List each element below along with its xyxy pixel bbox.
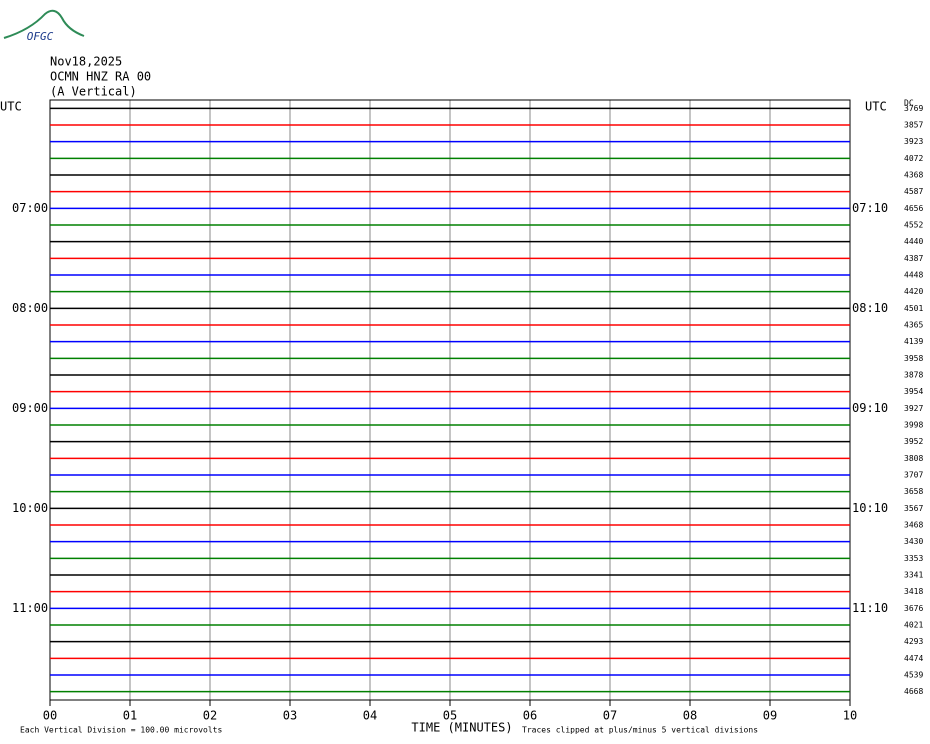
logo-text: OFGC (27, 30, 54, 43)
right-time-label: 09:10 (852, 401, 888, 415)
offset-label: 4440 (904, 237, 923, 246)
offset-label: 4656 (904, 204, 923, 213)
right-axis-title: UTC (865, 100, 887, 114)
left-time-label: 07:00 (12, 201, 48, 215)
offset-label: 3769 (904, 104, 923, 113)
offset-label: 3468 (904, 521, 923, 530)
offset-label: 3808 (904, 454, 923, 463)
x-tick-label: 07 (603, 709, 617, 723)
offset-label: 4368 (904, 171, 923, 180)
offset-label: 3676 (904, 604, 923, 613)
right-time-label: 07:10 (852, 201, 888, 215)
offset-label: 3341 (904, 571, 923, 580)
plot-frame (49, 99, 851, 701)
right-time-label: 08:10 (852, 301, 888, 315)
x-tick-label: 08 (683, 709, 697, 723)
offset-label: 3998 (904, 421, 923, 430)
title-line: Nov18,2025 (50, 55, 122, 69)
offset-label: 3418 (904, 587, 923, 596)
offset-label: 3878 (904, 371, 923, 380)
offset-label: 4552 (904, 221, 923, 230)
offset-label: 4448 (904, 271, 923, 280)
x-axis-title: TIME (MINUTES) (411, 721, 512, 735)
right-time-label: 11:10 (852, 601, 888, 615)
offset-label: 3658 (904, 487, 923, 496)
offset-label: 3707 (904, 471, 923, 480)
offset-label: 3857 (904, 121, 923, 130)
offset-label: 4501 (904, 304, 923, 313)
x-tick-label: 03 (283, 709, 297, 723)
offset-label: 3923 (904, 137, 923, 146)
left-time-label: 09:00 (12, 401, 48, 415)
offset-label: 3958 (904, 354, 923, 363)
offset-label: 4420 (904, 287, 923, 296)
logo-mark (3, 9, 85, 39)
left-time-label: 10:00 (12, 501, 48, 515)
x-tick-label: 00 (43, 709, 57, 723)
clip-note: Traces clipped at plus/minus 5 vertical … (522, 726, 758, 735)
title-line: OCMN HNZ RA 00 (50, 70, 151, 84)
offset-label: 4387 (904, 254, 923, 263)
left-axis-title: UTC (0, 100, 22, 114)
x-tick-label: 10 (843, 709, 857, 723)
offset-label: 4365 (904, 321, 923, 330)
left-time-label: 08:00 (12, 301, 48, 315)
offset-label: 4668 (904, 687, 923, 696)
offset-label: 4539 (904, 671, 923, 680)
x-tick-label: 02 (203, 709, 217, 723)
left-time-label: 11:00 (12, 601, 48, 615)
scale-note: Each Vertical Division = 100.00 microvol… (20, 726, 222, 735)
offset-label: 3567 (904, 504, 923, 513)
offset-label: 4293 (904, 637, 923, 646)
offset-title: DC (904, 99, 914, 108)
title-line: (A Vertical) (50, 85, 137, 99)
offset-label: 4021 (904, 621, 923, 630)
x-tick-label: 04 (363, 709, 377, 723)
x-tick-label: 05 (443, 709, 457, 723)
offset-label: 4139 (904, 337, 923, 346)
x-tick-label: 01 (123, 709, 137, 723)
offset-label: 3353 (904, 554, 923, 563)
offset-label: 3954 (904, 387, 923, 396)
offset-label: 4587 (904, 187, 923, 196)
offset-label: 4474 (904, 654, 923, 663)
offset-label: 3430 (904, 537, 923, 546)
x-tick-label: 06 (523, 709, 537, 723)
offset-label: 3952 (904, 437, 923, 446)
right-time-label: 10:10 (852, 501, 888, 515)
offset-label: 3927 (904, 404, 923, 413)
x-tick-label: 09 (763, 709, 777, 723)
offset-label: 4072 (904, 154, 923, 163)
